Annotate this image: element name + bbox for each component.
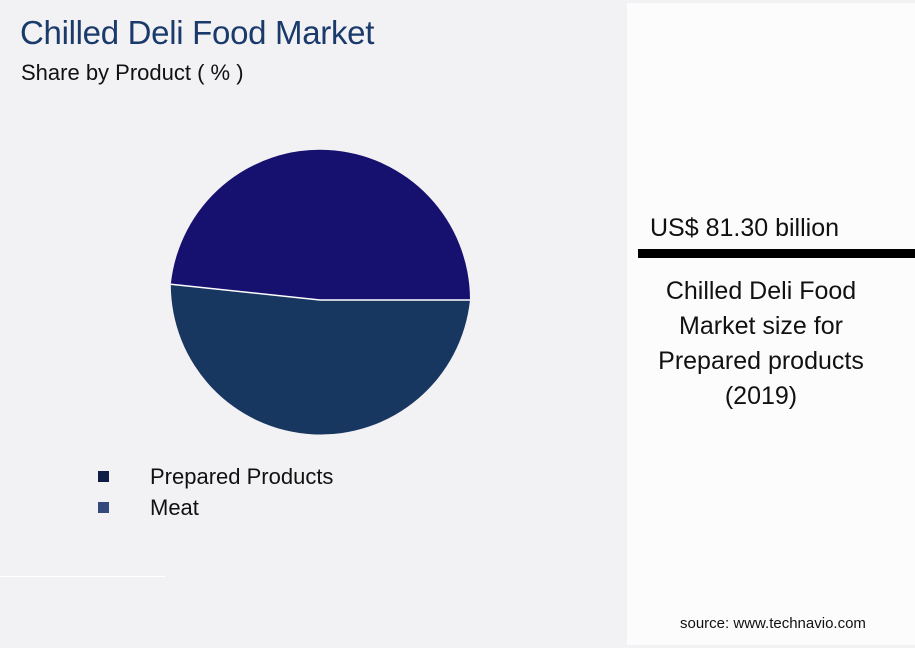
chart-subtitle: Share by Product ( % ) (21, 60, 244, 85)
legend-swatch-icon (98, 471, 109, 482)
pie-chart (170, 149, 471, 435)
legend-item-prepared-products[interactable]: Prepared Products (98, 461, 333, 492)
legend-label: Meat (150, 494, 199, 520)
highlight-panel (627, 3, 915, 645)
chart-legend: Prepared Products Meat (98, 461, 333, 523)
market-size-description: Chilled Deli Food Market size for Prepar… (658, 277, 864, 410)
source-note: source: www.technavio.com (680, 615, 866, 632)
legend-label: Prepared Products (150, 463, 334, 489)
pie-slice-meat[interactable] (170, 284, 471, 435)
chart-title: Chilled Deli Food Market (20, 14, 375, 51)
divider (0, 576, 165, 577)
divider-rule (638, 249, 915, 258)
legend-swatch-icon (98, 502, 109, 513)
market-size-value: US$ 81.30 billion (650, 214, 840, 242)
pie-slice-prepared-products[interactable] (170, 149, 471, 300)
legend-item-meat[interactable]: Meat (98, 492, 333, 523)
